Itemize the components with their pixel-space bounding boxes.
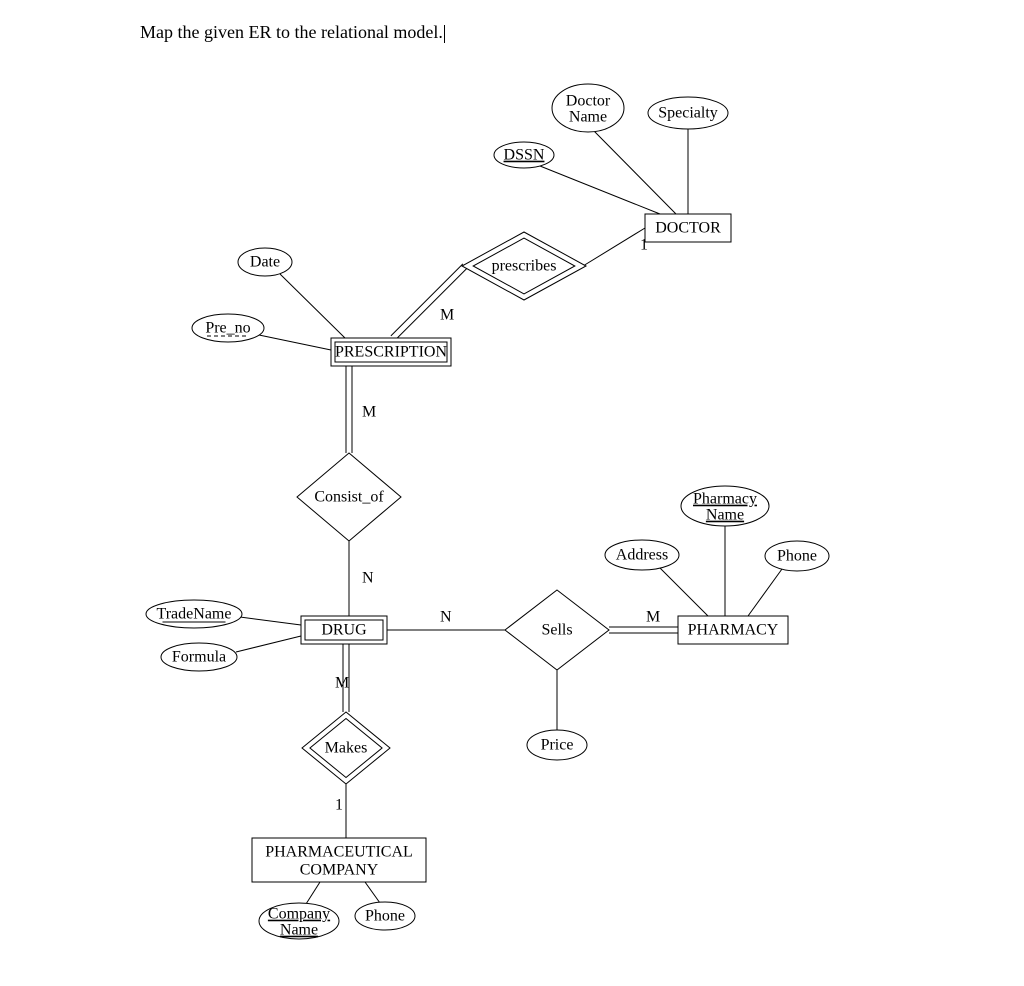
edge — [259, 335, 331, 350]
edge — [240, 617, 301, 625]
attribute-label: Doctor — [566, 93, 611, 110]
attribute-price: Price — [527, 730, 587, 760]
edge — [280, 274, 345, 338]
er-diagram-page: Map the given ER to the relational model… — [0, 0, 1024, 986]
attribute-label: Date — [250, 254, 280, 271]
entity-pharmacy: PHARMACY — [678, 616, 788, 644]
relationship-label: Consist_of — [314, 489, 384, 506]
edge — [395, 268, 467, 340]
attribute-label: Price — [541, 737, 574, 754]
edge — [365, 882, 380, 903]
attribute-doctor_name: DoctorName — [552, 84, 624, 132]
relationship-makes: Makes — [302, 712, 390, 784]
edge — [236, 636, 301, 652]
entity-label: PHARMACEUTICAL — [265, 844, 413, 861]
attribute-company_name: CompanyName — [259, 903, 339, 939]
relationship-sells: Sells — [505, 590, 609, 670]
attribute-phone_ph: Phone — [765, 541, 829, 571]
cardinality-label: 1 — [335, 797, 343, 814]
attribute-tradename: TradeName — [146, 600, 242, 628]
edge — [594, 131, 676, 214]
attribute-label: TradeName — [157, 606, 232, 623]
cardinality-label: 1 — [640, 237, 648, 254]
attribute-pharmacy_name: PharmacyName — [681, 486, 769, 526]
attribute-label: Name — [569, 109, 607, 126]
attribute-label: Phone — [365, 908, 405, 925]
cardinality-label: N — [362, 570, 374, 587]
page-title: Map the given ER to the relational model… — [140, 22, 445, 43]
relationship-label: Makes — [325, 740, 368, 757]
attribute-label: Pharmacy — [693, 491, 757, 508]
attribute-label: Phone — [777, 548, 817, 565]
entity-pharmco: PHARMACEUTICALCOMPANY — [252, 838, 426, 882]
attribute-label: DSSN — [504, 147, 545, 164]
edge — [306, 882, 320, 904]
attribute-pre_no: Pre_no — [192, 314, 264, 342]
attribute-label: Address — [616, 547, 668, 564]
edge — [391, 264, 463, 336]
entity-label: DOCTOR — [655, 220, 721, 237]
entity-label: DRUG — [321, 622, 367, 639]
attribute-date: Date — [238, 248, 292, 276]
entity-label: COMPANY — [300, 862, 379, 879]
text-cursor — [444, 25, 445, 43]
attribute-address: Address — [605, 540, 679, 570]
attribute-label: Pre_no — [205, 320, 250, 337]
attribute-label: Company — [268, 906, 330, 923]
attribute-dssn: DSSN — [494, 142, 554, 168]
cardinality-label: M — [362, 404, 376, 421]
entity-prescription: PRESCRIPTION — [331, 338, 451, 366]
entity-label: PRESCRIPTION — [335, 344, 447, 361]
relationship-consist_of: Consist_of — [297, 453, 401, 541]
attribute-label: Formula — [172, 649, 226, 666]
entity-label: PHARMACY — [688, 622, 779, 639]
entity-doctor: DOCTOR — [645, 214, 731, 242]
edge — [540, 166, 660, 214]
relationship-label: Sells — [541, 622, 572, 639]
entity-drug: DRUG — [301, 616, 387, 644]
attribute-specialty: Specialty — [648, 97, 728, 129]
cardinality-label: M — [440, 307, 454, 324]
cardinality-label: N — [440, 609, 452, 626]
title-text: Map the given ER to the relational model… — [140, 22, 443, 42]
relationship-label: prescribes — [492, 258, 557, 275]
edge — [583, 228, 645, 266]
attribute-label: Specialty — [658, 105, 718, 122]
attribute-label: Name — [280, 922, 318, 939]
attribute-label: Name — [706, 507, 744, 524]
er-diagram-svg: DOCTOR PRESCRIPTION DRUG PHARMACY PHARMACEUT… — [0, 0, 1024, 986]
cardinality-label: M — [646, 609, 660, 626]
edge — [660, 568, 708, 616]
cardinality-label: M — [335, 675, 349, 692]
relationship-prescribes: prescribes — [462, 232, 586, 300]
attribute-phone_co: Phone — [355, 902, 415, 930]
edge — [748, 569, 782, 616]
attribute-formula: Formula — [161, 643, 237, 671]
